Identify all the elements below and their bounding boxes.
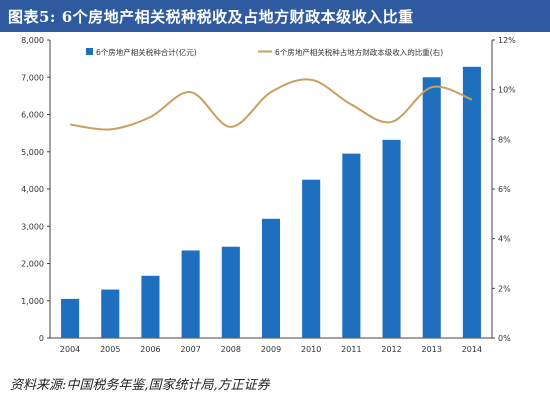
x-tick-label: 2012 [381, 345, 401, 354]
y-left-tick-label: 5,000 [21, 148, 44, 157]
y-right-tick-label: 6% [498, 185, 511, 194]
y-right-tick-label: 2% [498, 284, 511, 293]
y-right-tick-label: 12% [498, 36, 516, 45]
bar [382, 139, 401, 338]
x-tick-label: 2013 [422, 345, 442, 354]
bar [221, 246, 240, 338]
y-right-tick-label: 0% [498, 334, 511, 343]
legend-label-line: 6个房地产相关税种占地方财政本级收入的比重(右) [275, 47, 443, 57]
chart-area: 0 1,000 2,000 3,000 4,000 5,000 6,000 7,000 8,00… [0, 32, 550, 366]
x-tick-label: 2010 [301, 345, 321, 354]
x-tick-label: 2005 [100, 345, 120, 354]
y-left-tick-label: 3,000 [21, 222, 44, 231]
x-tick-label: 2004 [60, 345, 80, 354]
bar [141, 275, 160, 338]
x-tick-label: 2008 [221, 345, 241, 354]
y-left-tick-label: 4,000 [21, 185, 44, 194]
y-left-tick-label: 0 [39, 334, 44, 343]
x-tick-label: 2011 [341, 345, 361, 354]
y-left-tick-label: 6,000 [21, 111, 44, 120]
y-right-tick-label: 4% [498, 235, 511, 244]
series-line [69, 78, 473, 131]
legend-swatch-bars [86, 48, 93, 55]
legend-label-bars: 6个房地产相关税种合计(亿元) [96, 47, 197, 57]
x-tick-label: 2007 [180, 345, 200, 354]
bar [261, 218, 281, 338]
bar [422, 77, 441, 338]
bar [101, 289, 120, 338]
source-note: 资料来源:中国税务年鉴,国家统计局,方正证券 [10, 378, 270, 393]
y-right-tick-label: 8% [498, 135, 511, 144]
x-tick-label: 2014 [462, 345, 482, 354]
chart-svg: 0 1,000 2,000 3,000 4,000 5,000 6,000 7,000 8,00… [21, 36, 516, 354]
y-left-tick-label: 8,000 [21, 36, 44, 45]
chart-title: 图表5: 6个房地产相关税种税收及占地方财政本级收入比重 [8, 8, 414, 26]
y-right-tick-label: 10% [498, 86, 516, 95]
bar [342, 153, 361, 338]
x-tick-label: 2009 [261, 345, 281, 354]
y-left-tick-label: 1,000 [21, 297, 44, 306]
bar [181, 250, 200, 338]
x-tick-label: 2006 [140, 345, 160, 354]
bar [61, 298, 80, 338]
bar [462, 66, 481, 338]
bar [302, 179, 321, 338]
y-left-tick-label: 2,000 [21, 260, 44, 269]
title-bar: 图表5: 6个房地产相关税种税收及占地方财政本级收入比重 [0, 0, 550, 32]
y-left-tick-label: 7,000 [21, 73, 44, 82]
